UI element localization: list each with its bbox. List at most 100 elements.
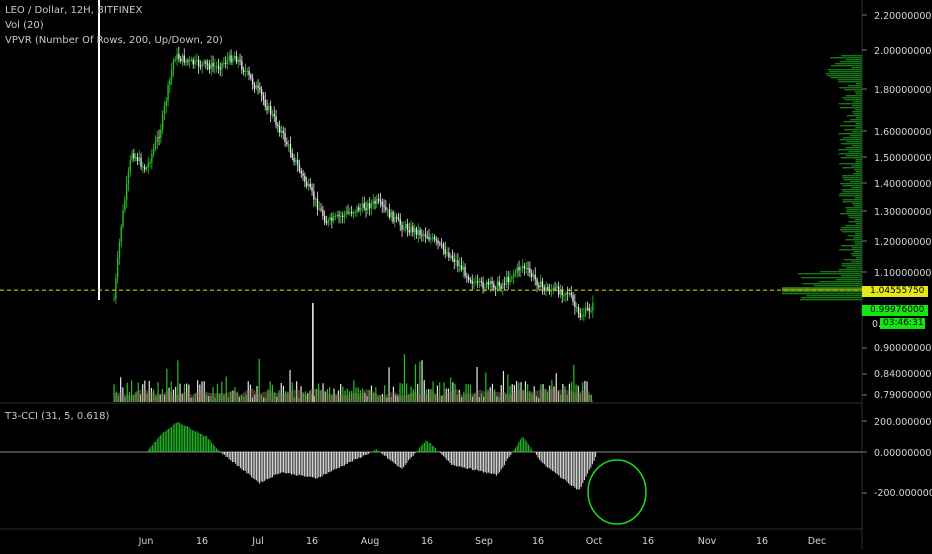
cci-bar <box>517 445 518 452</box>
cci-bar <box>174 423 175 452</box>
vpvr-bar <box>839 269 862 270</box>
cci-bar <box>370 452 371 453</box>
cci-bar <box>523 438 524 452</box>
cci-bar <box>163 432 164 452</box>
cci-bar <box>170 428 171 452</box>
cci-bar <box>229 452 230 459</box>
cci-bar <box>198 433 199 452</box>
cci-bar <box>190 429 191 452</box>
cci-bar <box>291 452 292 475</box>
candle-body <box>468 277 469 280</box>
candle-body <box>473 283 474 284</box>
cci-bar <box>429 443 430 452</box>
candle-body <box>531 273 532 277</box>
price-tick: 1.40000000 <box>874 179 931 190</box>
vpvr-bar <box>852 105 862 106</box>
candle-body <box>428 237 429 239</box>
cci-bar <box>507 452 508 459</box>
cci-bar <box>258 452 259 482</box>
candle-body <box>581 316 582 317</box>
cci-bar <box>344 452 345 466</box>
cci-bar <box>443 452 444 456</box>
cci-bar <box>459 452 460 466</box>
cci-bar <box>424 443 425 452</box>
candle-body <box>365 208 366 210</box>
symbol-legend[interactable]: LEO / Dollar, 12H, BITFINEX <box>5 5 142 16</box>
candle-body <box>272 114 273 115</box>
cci-bar <box>530 447 531 452</box>
cci-bar <box>173 425 174 452</box>
cci-bar <box>179 423 180 452</box>
vpvr-legend[interactable]: VPVR (Number Of Rows, 200, Up/Down, 20) <box>5 35 223 46</box>
candle-body <box>479 281 480 282</box>
vpvr-bar <box>851 253 862 254</box>
volume-legend[interactable]: Vol (20) <box>5 20 44 31</box>
vpvr-bar <box>827 75 862 76</box>
candle-body <box>502 284 503 289</box>
cci-bar <box>470 452 471 468</box>
cci-bar <box>446 452 447 460</box>
candle-body <box>567 293 568 294</box>
candle-body <box>207 64 208 65</box>
cci-bar <box>475 452 476 470</box>
vpvr-bar <box>852 131 862 132</box>
candle-body <box>571 293 572 295</box>
cci-bar <box>290 452 291 473</box>
candle-body <box>274 114 275 116</box>
vpvr-bar <box>854 241 862 242</box>
cci-bar <box>325 452 326 474</box>
candle-body <box>196 60 197 61</box>
indicator-legend[interactable]: T3-CCI (31, 5, 0.618) <box>5 411 109 422</box>
cci-bar <box>202 434 203 452</box>
price-tick: 0.90000000 <box>874 343 931 354</box>
cci-bar <box>274 452 275 475</box>
candle-body <box>121 226 122 242</box>
vpvr-bar <box>782 291 862 292</box>
candle-body <box>220 69 221 70</box>
cci-bar <box>430 443 431 452</box>
cci-bar <box>293 452 294 474</box>
vpvr-bar <box>806 295 862 296</box>
candle-body <box>535 275 536 279</box>
cci-bar <box>394 452 395 463</box>
cci-bar <box>539 452 540 460</box>
candle-body <box>275 116 276 125</box>
vpvr-bar <box>843 191 862 192</box>
candle-body <box>578 307 579 313</box>
cci-bar <box>322 452 323 476</box>
candle-body <box>423 234 424 235</box>
cci-bar <box>317 452 318 478</box>
candle-body <box>394 217 395 222</box>
price-tick: 1.20000000 <box>874 237 931 248</box>
vpvr-bar <box>840 213 862 214</box>
candle-body <box>554 288 555 289</box>
cci-bar <box>331 452 332 471</box>
candle-body <box>238 60 239 62</box>
candle-body <box>374 201 375 204</box>
cci-bar <box>178 422 179 452</box>
cci-bar <box>576 452 577 489</box>
cci-bar <box>250 452 251 475</box>
cci-bar <box>490 452 491 473</box>
cci-bar <box>416 451 417 452</box>
cci-bar <box>275 452 276 474</box>
cci-bar <box>283 452 284 472</box>
cci-bar <box>558 452 559 475</box>
cci-bar <box>427 441 428 452</box>
vpvr-bar <box>840 125 862 126</box>
cci-bar <box>499 452 500 472</box>
candle-body <box>234 56 235 58</box>
candle-body <box>416 228 417 235</box>
candle-body <box>369 203 370 208</box>
vpvr-bar <box>841 265 862 266</box>
cci-bar <box>550 452 551 470</box>
candle-body <box>509 278 510 282</box>
cci-bar <box>406 452 407 463</box>
cci-bar <box>442 452 443 455</box>
candle-body <box>401 225 402 230</box>
vpvr-bar <box>848 235 862 236</box>
vpvr-bar <box>841 275 862 276</box>
candle-body <box>124 200 125 210</box>
